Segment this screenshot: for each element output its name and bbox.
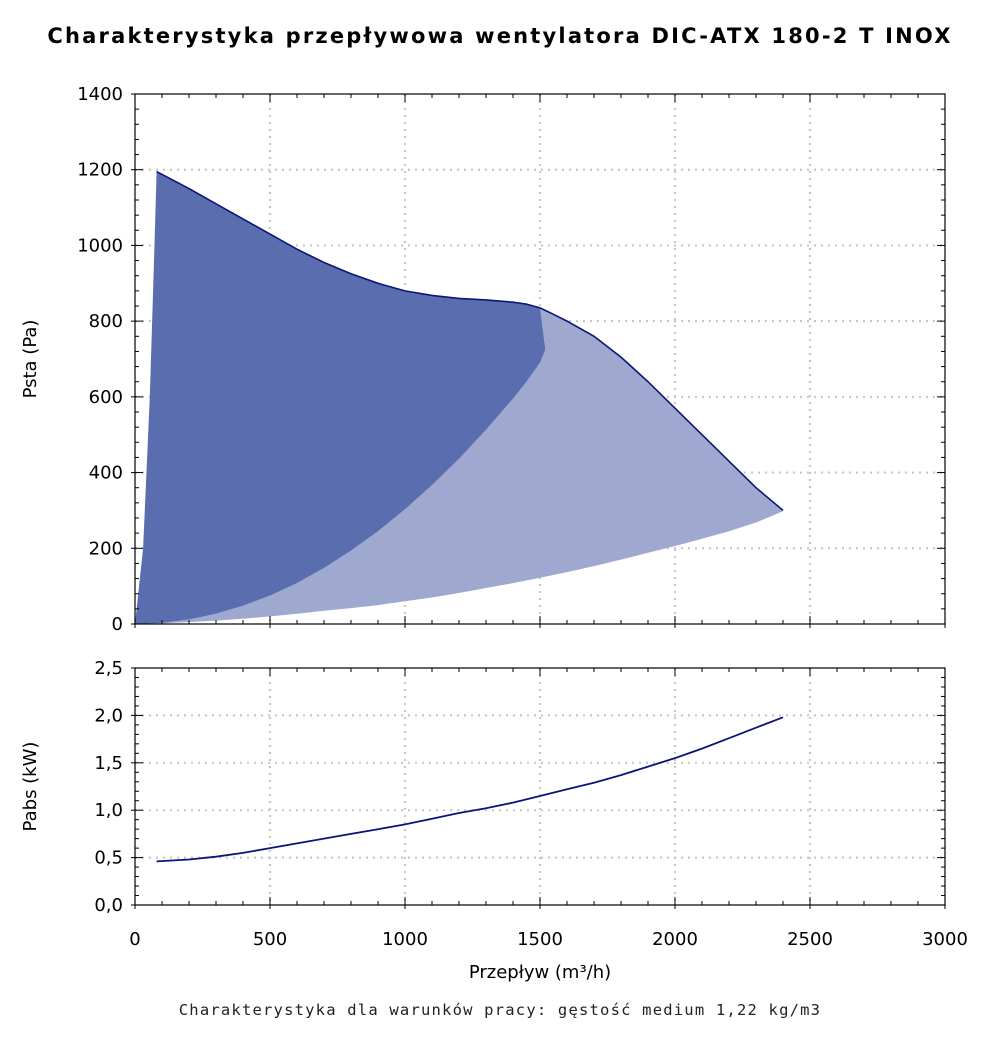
y-tick-label: 1000 xyxy=(77,235,123,256)
y-tick-label: 800 xyxy=(89,311,123,332)
chart-title: Charakterystyka przepływowa wentylatora … xyxy=(47,24,953,48)
x-tick-label: 1500 xyxy=(517,929,563,950)
y-tick-label: 200 xyxy=(89,538,123,559)
x-tick-label: 500 xyxy=(253,929,287,950)
area-light-region xyxy=(135,307,783,624)
power-curve xyxy=(156,716,784,863)
y-tick-label: 0,0 xyxy=(94,895,123,916)
footnote: Charakterystyka dla warunków pracy: gęst… xyxy=(178,1001,822,1019)
area-dark-region xyxy=(135,171,546,624)
y-tick-label: 400 xyxy=(89,463,123,484)
y-tick-label: 0,5 xyxy=(94,848,123,869)
x-tick-label: 2000 xyxy=(652,929,698,950)
y-tick-label: 2,5 xyxy=(94,658,123,679)
y-tick-label: 2,0 xyxy=(94,705,123,726)
y-tick-label: 1,0 xyxy=(94,800,123,821)
y-axis-label: Pabs (kW) xyxy=(20,742,41,832)
y-tick-label: 1200 xyxy=(77,160,123,181)
y-tick-label: 1,5 xyxy=(94,753,123,774)
x-tick-label: 1000 xyxy=(382,929,428,950)
y-tick-label: 0 xyxy=(112,614,123,635)
x-tick-label: 3000 xyxy=(922,929,968,950)
y-tick-label: 600 xyxy=(89,387,123,408)
y-axis-label: Psta (Pa) xyxy=(20,320,41,399)
y-tick-label: 1400 xyxy=(77,84,123,105)
x-tick-label: 2500 xyxy=(787,929,833,950)
pressure-curve xyxy=(156,170,784,512)
x-tick-label: 0 xyxy=(129,929,140,950)
x-axis-label: Przepływ (m³/h) xyxy=(469,962,611,983)
